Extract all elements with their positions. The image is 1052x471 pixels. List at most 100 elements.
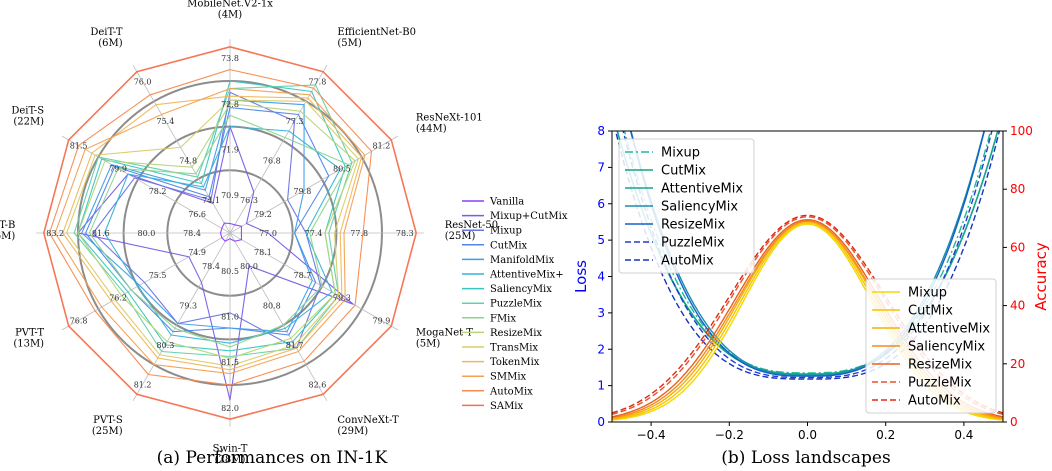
radar-tick-label: 76.2 [109,294,127,303]
radar-series-samix [42,45,418,421]
radar-tick-label: 79.8 [293,187,311,196]
x-tick-label: −0.4 [637,428,666,442]
legend-label: SaliencyMix [661,200,738,215]
radar-tick-label: 76.0 [134,78,152,87]
radar-spoke [229,135,399,234]
radar-tick-label: 77.3 [286,117,304,126]
legend-label: AttentiveMix+ [489,270,564,281]
radar-spoke [132,64,231,234]
radar-spoke [61,232,231,331]
y-left-tick-label: 6 [597,197,605,211]
radar-axis-name: DeiT-B [0,220,15,231]
legend-label: PuzzleMix [490,299,542,310]
legend-label: AttentiveMix [661,182,743,197]
radar-tick-label: 81.0 [221,313,239,322]
radar-series-attentivemix- [103,126,341,344]
y-left-tick-label: 1 [597,379,605,393]
radar-tick-label: 76.3 [240,196,258,205]
radar-axis-params: (22M) [13,117,44,128]
radar-axis-name: ResNeXt-101 [416,113,483,124]
radar-tick-label: 78.1 [254,248,272,257]
radar-tick-label: 81.5 [221,358,239,367]
accuracy-legend: Mixup CutMix AttentiveMix SaliencyMix Resize… [865,278,997,414]
radar-series-smmix [54,88,366,375]
radar-axis-name: MogaNet-T [416,327,473,338]
radar-axis-name: MobileNet.V2-1x [187,0,273,9]
radar-axis-params: (28M) [215,455,246,466]
radar-axis-params: (6M) [98,38,123,49]
radar-tick-label: 79.3 [333,294,351,303]
legend-label: CutMix [908,304,953,319]
radar-tick-label: 81.5 [70,142,88,151]
caption-a: (a) Performances on IN-1K [157,448,388,468]
legend-label: Mixup+CutMix [490,211,568,222]
radar-series-fmix [88,114,350,348]
y-left-tick-label: 5 [597,233,605,247]
radar-axis-params: (5M) [416,338,441,349]
legend-label: SMMix [490,372,527,383]
radar-tick-label: 77.4 [305,229,323,238]
radar-tick-label: 80.5 [221,267,239,276]
legend-label: AutoMix [661,254,714,269]
radar-axis-name: ResNet-50 [445,220,498,231]
radar-tick-label: 77.0 [259,229,277,238]
legend-label: CutMix [661,164,706,179]
legend-label: Mixup [661,146,700,161]
legend-label: SAMix [490,401,524,412]
legend-label: FMix [490,313,516,324]
radar-tick-label: 72.8 [221,100,239,109]
loss-curve-resizemix [629,131,986,377]
y-left-label: Loss [572,260,590,293]
radar-tick-label: 83.2 [46,229,64,238]
radar-axis-params: (25M) [445,231,476,242]
y-left-tick-label: 7 [597,160,605,174]
radar-tick-label: 74.8 [179,157,197,166]
legend-label: Vanilla [489,197,524,208]
radar-series-puzzlemix [73,84,353,358]
radar-tick-label: 80.5 [333,164,351,173]
radar-axis-name: DeiT-S [11,106,44,117]
y-left-tick-label: 0 [597,415,605,429]
radar-tick-label: 80.0 [137,229,155,238]
legend-label: PuzzleMix [661,236,725,251]
y-left-tick-label: 8 [597,124,605,138]
legend-box [618,138,755,274]
radar-series-manifoldmix [81,99,313,333]
radar-tick-label: 70.9 [221,191,239,200]
radar-tick-label: 73.8 [221,54,239,63]
radar-tick-label: 76.8 [263,157,281,166]
y-right-tick-label: 100 [1010,124,1033,138]
legend-label: ResizeMix [490,328,542,339]
loss-curve-mixup [623,131,992,374]
radar-tick-label: 81.7 [286,341,304,350]
x-tick-label: −0.2 [715,428,744,442]
radar-chart: 70.9 71.9 72.8 73.8 76.3 76.8 77.3 77.8 79.2 79.8… [0,0,498,466]
radar-spoke [229,64,328,234]
legend-label: TransMix [490,343,538,354]
legend-label: PuzzleMix [908,376,972,391]
radar-tick-label: 79.9 [372,316,390,325]
legend-label: ResizeMix [908,358,972,373]
legend-label: ResizeMix [661,218,725,233]
caption-b: (b) Loss landscapes [721,448,890,468]
legend-box [865,278,997,414]
radar-tick-label: 81.2 [372,142,390,151]
y-right-label: Accuracy [1032,242,1050,311]
radar-tick-label: 77.8 [350,229,368,238]
radar-axis-name: ConvNeXt-T [337,415,399,426]
x-tick-label: 0.4 [954,428,973,442]
radar-tick-label: 78.4 [202,262,220,271]
legend-label: AutoMix [489,386,533,397]
x-tick-label: 0.2 [876,428,895,442]
radar-axis-params: (29M) [337,426,368,437]
radar-tick-label: 78.3 [396,229,414,238]
radar-axis-name: EfficientNet-B0 [337,27,416,38]
y-right-tick-label: 80 [1010,182,1025,196]
legend-label: SaliencyMix [490,284,552,295]
y-left-tick-label: 3 [597,306,605,320]
radar-spoke [132,232,231,402]
radar-series-vanilla [219,222,243,242]
radar-axis-params: (25M) [92,426,123,437]
legend-label: TokenMix [490,357,540,368]
radar-axis-params: (5M) [337,38,362,49]
